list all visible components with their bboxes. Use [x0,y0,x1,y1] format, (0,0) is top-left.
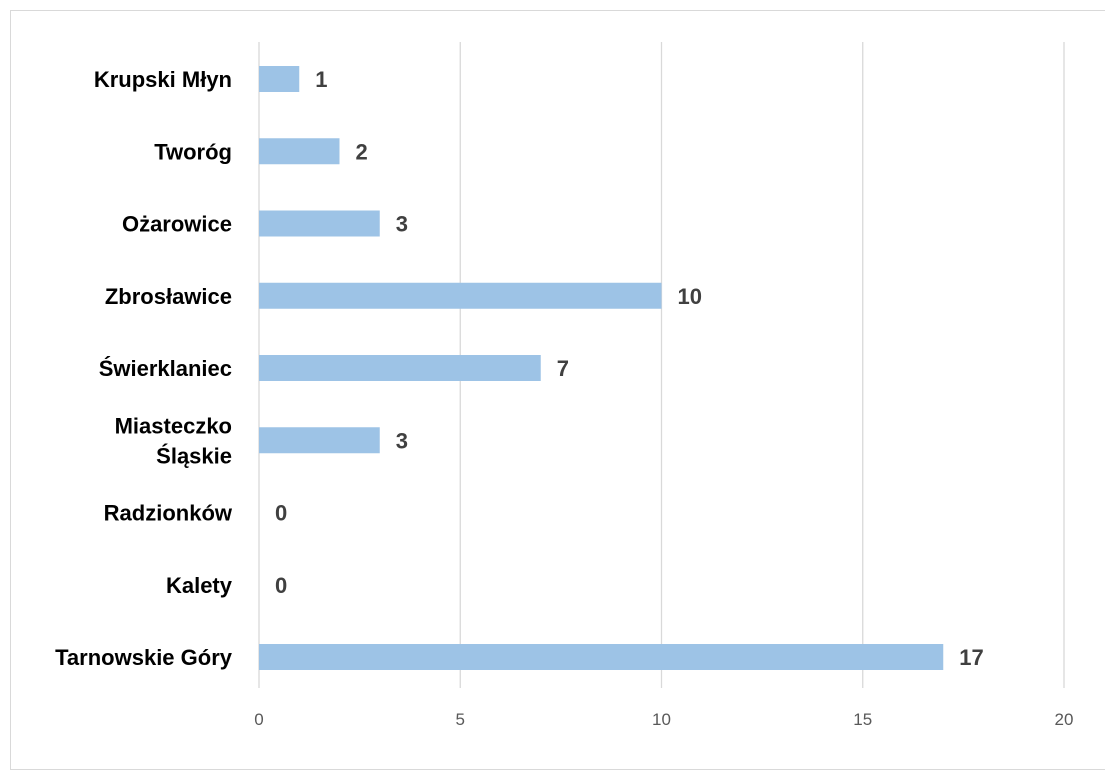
category-label-line: Radzionków [104,501,233,526]
bar [259,210,380,237]
data-labels: 1 2 3 10 7 3 0 0 17 [275,67,984,670]
bar [259,427,380,454]
category-label-line: Krupski Młyn [94,67,232,92]
category-label-line: Miasteczko [115,413,232,438]
bar-chart: 1 2 3 10 7 3 0 0 17 Krupski Młyn Tworóg Ożarowice Z… [55,42,1073,729]
bar [259,355,541,381]
category-label: Zbrosławice [105,284,232,309]
category-label: Ożarowice [122,212,232,237]
category-labels: Krupski Młyn Tworóg Ożarowice Zbrosławice Św… [55,67,233,670]
category-label-line: Śląskie [156,443,232,468]
category-label-line: Świerklaniec [99,356,232,381]
x-tick-label: 15 [853,710,872,729]
data-label: 17 [959,645,983,670]
data-label: 10 [678,284,702,309]
x-axis-tick-labels: 0 5 10 15 20 [254,710,1073,729]
category-label: Tarnowskie Góry [55,645,233,670]
category-label: Krupski Młyn [94,67,232,92]
bar [259,282,662,309]
category-label: Kalety [166,573,233,598]
category-label-line: Ożarowice [122,212,232,237]
bar [259,66,300,92]
x-tick-label: 20 [1055,710,1074,729]
x-tick-label: 0 [254,710,263,729]
data-label: 2 [356,139,368,164]
category-label-line: Zbrosławice [105,284,232,309]
category-label: Świerklaniec [99,356,232,381]
data-label: 0 [275,573,287,598]
category-label: Miasteczko Śląskie [115,413,232,468]
category-label-line: Tworóg [154,139,232,164]
x-tick-label: 10 [652,710,671,729]
data-label: 0 [275,501,287,526]
data-label: 1 [315,67,327,92]
bars [259,66,944,670]
category-label: Radzionków [104,501,233,526]
chart-frame [10,10,1105,770]
data-label: 3 [396,428,408,453]
bar [259,138,340,165]
category-label-line: Kalety [166,573,233,598]
category-label: Tworóg [154,139,232,164]
bar [259,644,944,670]
x-tick-label: 5 [456,710,465,729]
data-label: 3 [396,212,408,237]
data-label: 7 [557,356,569,381]
category-label-line: Tarnowskie Góry [55,645,233,670]
